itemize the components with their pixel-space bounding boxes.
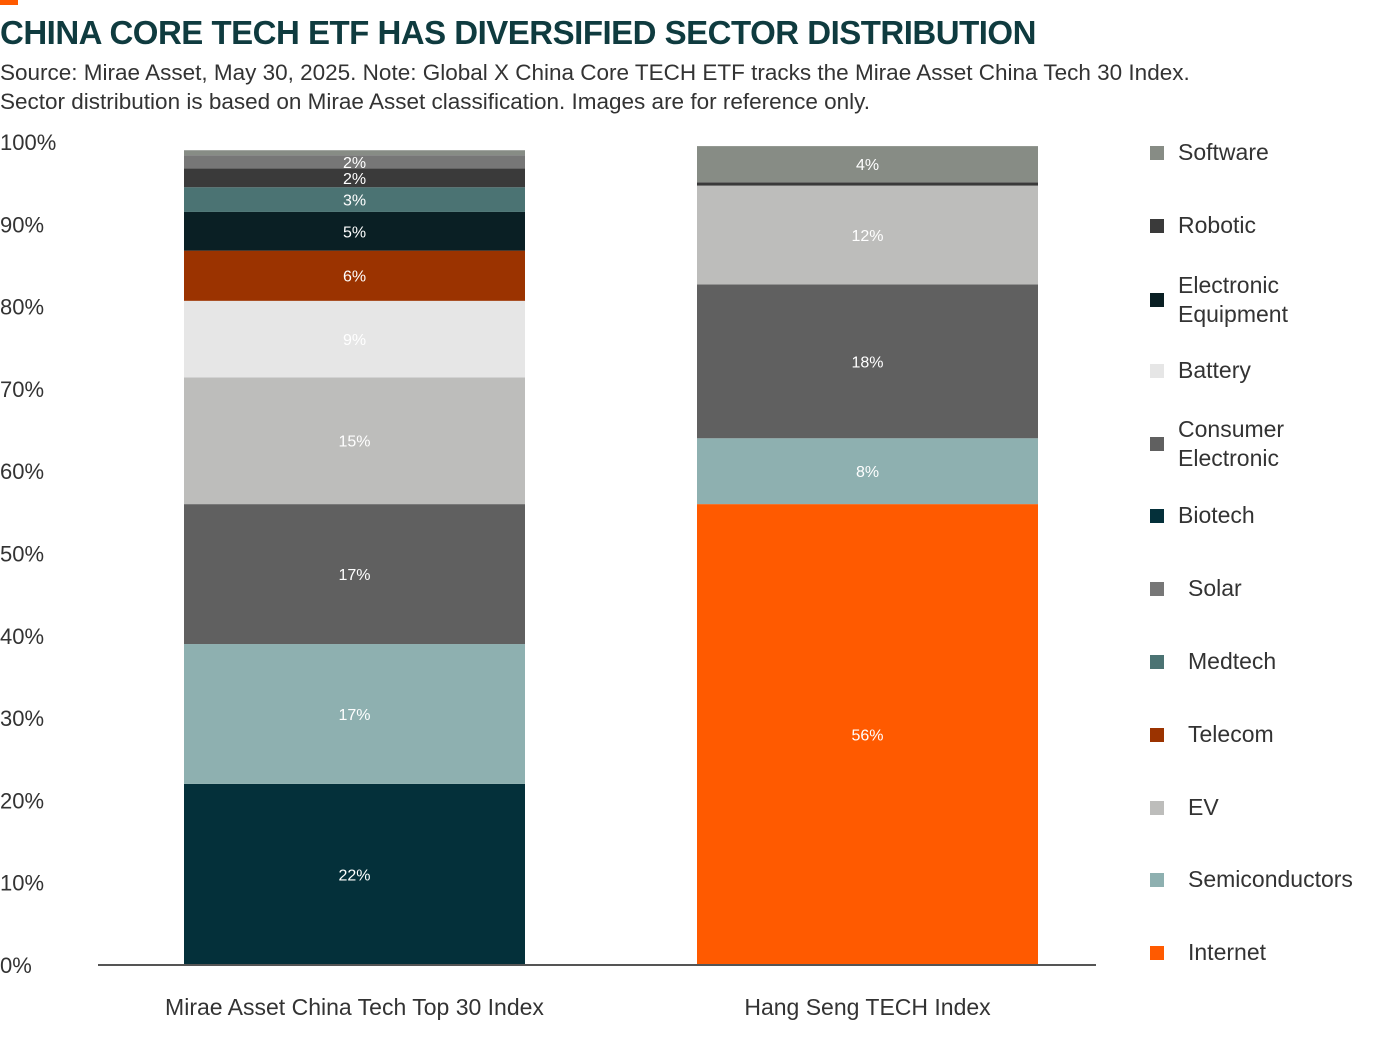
x-category-label: Mirae Asset China Tech Top 30 Index — [165, 994, 544, 1020]
y-tick-label: 100% — [0, 130, 56, 155]
subtitle-line-2: Sector distribution is based on Mirae As… — [0, 89, 870, 114]
legend-swatch — [1150, 800, 1164, 815]
bar-segment-robotic — [697, 182, 1038, 186]
legend-swatch — [1150, 727, 1164, 742]
bar-data-labels: 22% 17% 17% 15% 9% 6% 5% 3% 2%2% 56% 8% 18% 12% 4% — [338, 155, 883, 885]
legend-label: Biotech — [1178, 502, 1255, 528]
legend-label: Robotic — [1178, 212, 1256, 238]
chart-title: CHINA CORE TECH ETF HAS DIVERSIFIED SECT… — [0, 14, 1036, 51]
bar-segment-solar — [184, 155, 525, 169]
legend-item-telecom: Telecom — [1150, 720, 1274, 749]
y-tick-label: 30% — [0, 706, 44, 731]
legend-swatch — [1150, 363, 1164, 378]
bar-segment-telecom — [184, 250, 525, 301]
legend-swatch — [1150, 145, 1164, 160]
legend-label: Software — [1178, 139, 1269, 165]
data-label-internet: 56% — [851, 728, 883, 745]
data-label-biotech: 22% — [338, 867, 370, 884]
bar-segment-ev — [697, 185, 1038, 285]
data-label-electronic-equipment: 5% — [343, 224, 366, 241]
legend-label: Internet — [1188, 939, 1266, 965]
legend-item-semiconductors: Semiconductors — [1150, 865, 1353, 894]
legend-item-biotech: Biotech — [1150, 501, 1255, 530]
bar-segment-robotic — [184, 168, 525, 188]
legend-swatch — [1150, 437, 1164, 451]
legend-item-internet: Internet — [1150, 938, 1266, 967]
bar-segment-consumer-electronic — [184, 504, 525, 645]
y-tick-label: 40% — [0, 624, 44, 649]
bar-segment-electronic-equipment — [184, 211, 525, 251]
legend-label: Electronic Equipment — [1178, 272, 1288, 327]
x-axis: Mirae Asset China Tech Top 30 Index Hang … — [165, 994, 991, 1020]
data-label-telecom: 6% — [343, 269, 366, 286]
bar-segment-biotech — [184, 783, 525, 965]
y-axis: 0% 10% 20% 30% 40% 50% 60% 70% 80% 90% 100% — [0, 130, 56, 978]
chart-subtitle: Source: Mirae Asset, May 30, 2025. Note:… — [0, 58, 1370, 116]
legend-label: Solar — [1188, 575, 1242, 601]
legend-swatch — [1150, 508, 1164, 523]
legend-swatch — [1150, 654, 1164, 669]
legend-label: Medtech — [1188, 648, 1277, 674]
legend-swatch — [1150, 581, 1164, 596]
bar-segment-consumer-electronic — [697, 284, 1038, 439]
data-label-consumer-electronic: 18% — [851, 354, 883, 371]
y-tick-label: 50% — [0, 542, 44, 567]
y-tick-label: 90% — [0, 212, 44, 237]
y-tick-label: 80% — [0, 295, 44, 320]
x-category-label: Hang Seng TECH Index — [744, 994, 991, 1020]
legend-label: Telecom — [1188, 721, 1274, 747]
y-tick-label: 20% — [0, 788, 44, 813]
legend-item-medtech: Medtech — [1150, 647, 1276, 676]
legend-item-solar: Solar — [1150, 574, 1242, 603]
data-label-ev: 15% — [338, 434, 370, 451]
legend-item-robotic: Robotic — [1150, 211, 1256, 240]
bars — [184, 146, 1038, 965]
legend-label: Semiconductors — [1188, 866, 1353, 892]
bar-segment-software — [697, 146, 1038, 183]
legend-swatch — [1150, 218, 1164, 233]
y-tick-label: 60% — [0, 459, 44, 484]
data-label-software: 4% — [856, 157, 879, 174]
subtitle-line-1: Source: Mirae Asset, May 30, 2025. Note:… — [0, 60, 1190, 85]
data-label-semiconductors: 17% — [338, 707, 370, 724]
data-label-consumer-electronic: 17% — [338, 567, 370, 584]
data-label-robotic: 2% — [343, 171, 366, 188]
y-tick-label: 0% — [0, 953, 32, 978]
legend-label: Battery — [1178, 357, 1251, 383]
legend-swatch — [1150, 945, 1164, 960]
data-label-ev: 12% — [851, 228, 883, 245]
bar-segment-semiconductors — [697, 438, 1038, 505]
legend-label: EV — [1188, 794, 1219, 820]
bar-segment-medtech — [184, 187, 525, 212]
legend-item-ev: EV — [1150, 793, 1219, 822]
legend-item-consumer-electronic: Consumer Electronic — [1150, 415, 1328, 473]
bar-segment-software — [184, 150, 525, 156]
legend-swatch — [1150, 293, 1164, 307]
legend-item-battery: Battery — [1150, 356, 1251, 385]
data-label-solar: 2% — [343, 155, 366, 172]
legend-item-software: Software — [1150, 138, 1269, 167]
bar-segment-internet — [697, 504, 1038, 965]
data-label-semiconductors: 8% — [856, 464, 879, 481]
data-label-medtech: 3% — [343, 193, 366, 210]
legend-swatch — [1150, 872, 1164, 887]
bar-segment-semiconductors — [184, 644, 525, 784]
y-tick-label: 10% — [0, 871, 44, 896]
legend-item-electronic-equipment: Electronic Equipment — [1150, 271, 1328, 329]
legend-label: Consumer Electronic — [1178, 416, 1285, 471]
data-label-battery: 9% — [343, 332, 366, 349]
y-tick-label: 70% — [0, 377, 44, 402]
accent-bar — [0, 0, 18, 5]
bar-segment-ev — [184, 377, 525, 505]
bar-segment-battery — [184, 300, 525, 378]
